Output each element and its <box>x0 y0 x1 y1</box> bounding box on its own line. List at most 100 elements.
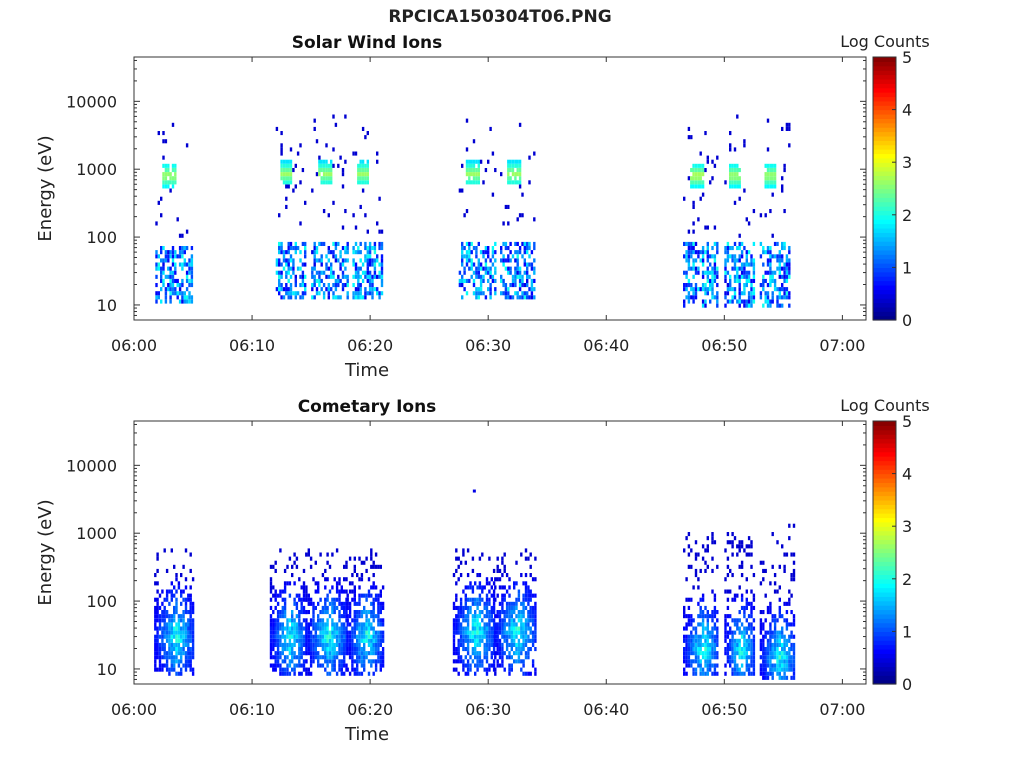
spectrogram-cell <box>466 671 470 676</box>
spectrogram-cell <box>736 671 739 676</box>
spectrogram-cell <box>340 663 343 668</box>
spectrogram-cell <box>184 610 188 615</box>
spectrogram-cell <box>461 258 464 263</box>
spectrogram-cell <box>501 626 504 631</box>
spectrogram-cell <box>348 556 352 561</box>
spectrogram-cell <box>380 270 384 275</box>
spectrogram-cell <box>302 626 306 631</box>
spectrogram-cell <box>269 577 273 582</box>
spectrogram-cell <box>766 638 770 643</box>
spectrogram-cell <box>790 659 793 664</box>
spectrogram-cell <box>292 270 295 275</box>
spectrogram-cell <box>488 597 491 602</box>
spectrogram-cell <box>269 626 273 631</box>
spectrogram-cell <box>274 626 277 631</box>
spectrogram-cell <box>373 250 377 255</box>
spectrogram-cell <box>769 663 772 668</box>
spectrogram-cell <box>352 258 355 263</box>
spectrogram-cell <box>489 126 492 131</box>
spectrogram-cell <box>191 618 195 623</box>
spectrogram-cell <box>464 560 467 565</box>
spectrogram-cell <box>534 601 537 606</box>
spectrogram-cell <box>687 659 691 664</box>
spectrogram-cell <box>461 283 464 288</box>
spectrogram-cell <box>330 176 333 181</box>
spectrogram-cell <box>697 270 700 275</box>
spectrogram-cell <box>171 291 175 296</box>
spectrogram-cell <box>706 270 709 275</box>
spectrogram-cell <box>452 573 456 578</box>
spectrogram-cell <box>189 568 192 573</box>
spectrogram-cell <box>335 589 339 594</box>
spectrogram-cell <box>505 634 509 639</box>
spectrogram-cell <box>374 642 378 647</box>
spectrogram-cell <box>528 295 531 300</box>
spectrogram-cell <box>353 642 356 647</box>
spectrogram-cell <box>185 262 189 267</box>
spectrogram-cell <box>302 589 306 594</box>
spectrogram-cell <box>465 180 469 185</box>
spectrogram-cell <box>769 622 772 627</box>
x-tick-label: 06:30 <box>465 700 511 719</box>
spectrogram-cell <box>461 188 464 193</box>
spectrogram-cell <box>187 630 190 635</box>
spectrogram-cell <box>531 663 535 668</box>
spectrogram-cell <box>163 618 166 623</box>
spectrogram-cell <box>459 610 463 615</box>
spectrogram-cell <box>724 651 727 656</box>
colorbar-segment <box>873 600 896 606</box>
spectrogram-cell <box>278 250 281 255</box>
spectrogram-cell <box>515 630 518 635</box>
spectrogram-cell <box>367 671 371 676</box>
spectrogram-cell <box>305 667 308 672</box>
spectrogram-cell <box>285 204 288 209</box>
spectrogram-cell <box>371 262 374 267</box>
spectrogram-cell <box>687 176 691 181</box>
spectrogram-cell <box>155 262 158 267</box>
spectrogram-cell <box>687 262 691 267</box>
spectrogram-cell <box>185 287 189 292</box>
spectrogram-cell <box>173 605 176 610</box>
spectrogram-cell <box>319 630 322 635</box>
spectrogram-cell <box>711 642 714 647</box>
spectrogram-cell <box>726 540 730 545</box>
spectrogram-cell <box>494 577 497 582</box>
spectrogram-cell <box>783 667 786 672</box>
spectrogram-cell <box>690 618 693 623</box>
spectrogram-cell <box>494 671 497 676</box>
spectrogram-cell <box>321 605 325 610</box>
spectrogram-cell <box>759 560 763 565</box>
spectrogram-cell <box>481 638 484 643</box>
spectrogram-cell <box>372 601 375 606</box>
spectrogram-cell <box>752 258 756 263</box>
spectrogram-cell <box>492 593 496 598</box>
spectrogram-cell <box>726 634 730 639</box>
spectrogram-cell <box>372 671 375 676</box>
spectrogram-cell <box>692 651 695 656</box>
spectrogram-cell <box>736 544 739 549</box>
spectrogram-cell <box>733 295 737 300</box>
spectrogram-cell <box>346 283 349 288</box>
spectrogram-cell <box>302 659 306 664</box>
spectrogram-cell <box>490 605 493 610</box>
spectrogram-cell <box>704 225 707 230</box>
spectrogram-cell <box>745 638 748 643</box>
spectrogram-cell <box>496 556 499 561</box>
spectrogram-cell <box>156 642 159 647</box>
spectrogram-cell <box>458 270 462 275</box>
spectrogram-cell <box>188 299 191 304</box>
spectrogram-cell <box>764 647 767 652</box>
spectrogram-cell <box>352 213 355 218</box>
spectrogram-cell <box>520 610 523 615</box>
spectrogram-cell <box>330 287 333 292</box>
spectrogram-cell <box>533 151 536 156</box>
spectrogram-cell <box>747 655 751 660</box>
spectrogram-cell <box>477 295 480 300</box>
spectrogram-cell <box>465 159 469 164</box>
spectrogram-cell <box>471 589 475 594</box>
spectrogram-cell <box>190 283 194 288</box>
spectrogram-cell <box>776 663 779 668</box>
spectrogram-cell <box>455 614 458 619</box>
spectrogram-cell <box>176 254 179 259</box>
spectrogram-cell <box>706 544 709 549</box>
